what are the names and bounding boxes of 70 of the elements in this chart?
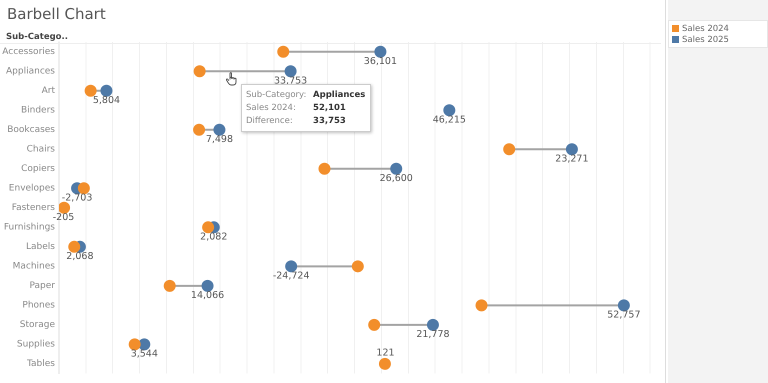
annotation: 3,544	[130, 348, 158, 360]
point	[374, 46, 386, 58]
point	[352, 260, 364, 272]
point	[503, 143, 516, 156]
y-tick-label: Supplies	[16, 340, 56, 350]
annotation: 121	[376, 348, 395, 359]
point	[284, 65, 297, 78]
y-axis-title: Sub-Catego..	[6, 32, 68, 42]
point	[368, 318, 380, 331]
point	[378, 358, 391, 370]
y-tick-label: Accessories	[2, 47, 56, 58]
y-tick-label: Art	[42, 86, 56, 96]
annotation: Sub-Category:	[246, 90, 308, 100]
annotation: Sales 2024:	[246, 103, 297, 113]
point	[285, 260, 298, 272]
annotation: 52,101	[313, 103, 347, 113]
point	[68, 240, 80, 253]
y-tick-label: Copiers	[21, 164, 56, 174]
point	[202, 221, 214, 234]
annotation: 23,271	[555, 154, 589, 164]
point	[443, 104, 456, 116]
annotation: Difference:	[246, 116, 294, 126]
y-tick-label: Labels	[26, 242, 56, 252]
annotation: 52,757	[607, 310, 640, 321]
y-tick-label: Paper	[30, 281, 56, 292]
y-tick-label: Tables	[26, 359, 56, 370]
annotation: 2,082	[200, 232, 228, 243]
annotation: 26,600	[380, 173, 413, 184]
annotation: 46,215	[432, 114, 466, 126]
point	[128, 338, 141, 350]
point	[277, 46, 290, 58]
legend-label: Sales 2024	[681, 23, 730, 34]
point	[84, 84, 97, 97]
annotation: Appliances	[313, 90, 366, 100]
y-tick-label: Machines	[12, 262, 56, 272]
y-tick-label: Phones	[22, 300, 56, 311]
point	[390, 162, 402, 175]
y-tick-label: Storage	[20, 320, 56, 330]
annotation: 2,068	[66, 251, 94, 262]
y-tick-label: Bookcases	[7, 125, 56, 136]
annotation: 36,101	[364, 56, 398, 67]
annotation: 14,066	[190, 290, 224, 302]
point	[318, 162, 330, 175]
legend-label: Sales 2025	[681, 34, 730, 45]
annotation: 5,804	[92, 94, 120, 106]
point	[202, 280, 214, 292]
annotation: -2,703	[62, 192, 92, 204]
point	[193, 124, 206, 136]
point	[100, 84, 112, 97]
annotation: -205	[52, 212, 74, 224]
annotation: 33,753	[313, 116, 347, 126]
annotation: 33,753	[274, 75, 308, 86]
point	[618, 299, 630, 312]
point	[476, 299, 488, 312]
point	[213, 124, 226, 136]
point	[194, 65, 206, 78]
y-tick-label: Chairs	[26, 144, 56, 155]
y-tick-label: Appliances	[6, 66, 56, 77]
chart-title: Barbell Chart	[7, 5, 106, 23]
y-tick-label: Envelopes	[8, 184, 56, 194]
y-tick-label: Binders	[20, 106, 56, 116]
y-tick-label: Fasteners	[12, 203, 56, 214]
point	[164, 280, 176, 292]
annotation: -24,724	[272, 270, 310, 282]
point	[566, 143, 578, 156]
y-tick-label: Furnishings	[4, 222, 56, 233]
point	[78, 182, 90, 194]
point	[426, 318, 439, 331]
annotation: 7,498	[206, 134, 234, 145]
annotation: 21,778	[416, 329, 450, 340]
